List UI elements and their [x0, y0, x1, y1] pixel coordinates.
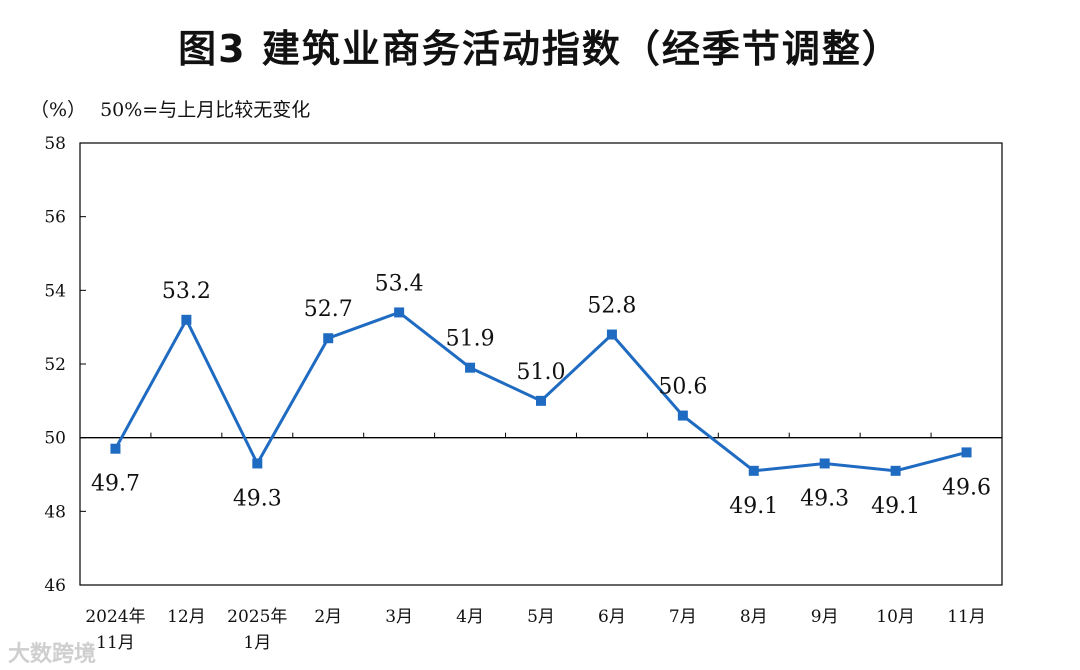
data-point — [748, 465, 759, 476]
data-point — [536, 395, 546, 406]
y-tick-label: 54 — [44, 281, 66, 301]
x-tick-label: 11月 — [96, 633, 135, 653]
reference-note: 50%=与上月比较无变化 — [100, 99, 311, 121]
x-tick-label: 3月 — [385, 607, 413, 627]
data-label: 53.2 — [162, 279, 211, 304]
data-point — [961, 447, 972, 458]
x-tick-label: 4月 — [456, 607, 484, 627]
x-tick-label: 6月 — [598, 607, 626, 627]
x-tick-label: 2025年 — [227, 607, 287, 627]
y-tick-label: 52 — [44, 355, 66, 375]
data-label: 51.0 — [517, 360, 566, 385]
unit-note: （%） 50%=与上月比较无变化 — [30, 95, 324, 122]
data-point — [110, 443, 121, 454]
data-point — [252, 458, 263, 469]
y-tick-label: 58 — [44, 134, 66, 154]
data-label: 51.9 — [446, 327, 495, 352]
x-tick-label: 10月 — [876, 607, 915, 627]
data-point — [890, 465, 901, 476]
data-label: 49.1 — [729, 494, 778, 519]
data-point — [819, 458, 830, 469]
data-point — [677, 410, 688, 421]
data-label: 49.1 — [871, 494, 920, 519]
data-point — [323, 333, 334, 344]
data-point — [181, 314, 192, 325]
y-tick-label: 56 — [44, 208, 66, 228]
x-tick-label: 9月 — [811, 607, 839, 627]
x-tick-label: 8月 — [740, 607, 768, 627]
data-point — [465, 362, 476, 373]
data-label: 53.4 — [375, 271, 424, 296]
x-tick-label: 7月 — [669, 607, 697, 627]
x-tick-label: 11月 — [947, 607, 986, 627]
data-point — [394, 307, 405, 318]
watermark: 大数跨境 — [8, 642, 97, 667]
data-label: 52.7 — [304, 297, 353, 322]
x-tick-label: 12月 — [167, 607, 206, 627]
data-label: 49.3 — [233, 486, 282, 511]
data-label: 49.3 — [800, 486, 849, 511]
data-point — [606, 329, 617, 340]
data-label: 49.6 — [942, 475, 991, 500]
data-label: 49.7 — [91, 472, 140, 497]
x-tick-label: 2月 — [314, 607, 342, 627]
data-label: 50.6 — [658, 375, 707, 400]
x-tick-label: 5月 — [527, 607, 555, 627]
chart-title: 图3 建筑业商务活动指数（经季节调整） — [178, 27, 902, 71]
y-unit-label: （%） — [30, 99, 87, 121]
y-tick-label: 50 — [44, 429, 66, 449]
x-tick-label: 1月 — [243, 633, 271, 653]
y-tick-label: 46 — [44, 576, 66, 596]
data-label: 52.8 — [587, 294, 636, 319]
x-tick-label: 2024年 — [85, 607, 145, 627]
series-line — [114, 310, 967, 473]
y-tick-label: 48 — [44, 502, 66, 522]
